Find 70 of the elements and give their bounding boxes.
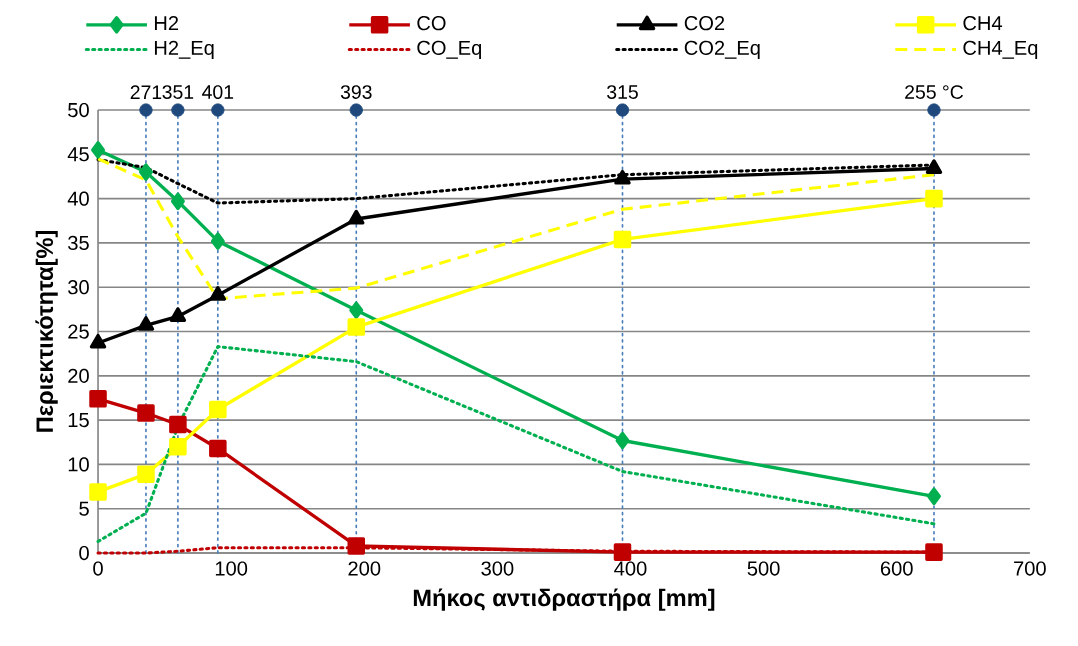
legend-label: CO_Eq [417,40,482,59]
y-tick-label: 50 [68,102,89,118]
x-tick-label: 200 [348,561,381,576]
point [137,404,155,422]
point [210,232,225,250]
point [89,333,107,349]
annotation: 351 [162,85,194,99]
point [925,189,943,208]
point [615,431,630,450]
point [615,103,630,117]
x-tick-label: 500 [747,561,780,576]
point [169,307,187,322]
legend-label: CO2_Eq [684,40,760,59]
point [613,230,632,249]
y-tick-label: 35 [68,235,89,251]
x-axis-title: Μήκος αντιδραστήρα [mm] [413,588,715,611]
point [211,103,225,117]
legend-label: H2 [154,16,179,31]
point [139,103,153,117]
y-tick-label: 5 [79,501,89,516]
point [347,318,366,336]
point [137,316,155,331]
point [209,400,227,419]
y-tick-label: 40 [67,191,89,206]
x-tick-label: 100 [215,561,248,576]
x-tick-label: 0 [93,561,103,576]
y-tick-label: 10 [68,457,89,472]
y-tick-label: 15 [68,413,89,428]
point [138,163,153,181]
point [209,439,227,458]
point [925,543,943,561]
x-tick-label: 300 [481,561,514,576]
y-tick-label: 25 [68,324,89,339]
y-axis-title: Περιεκτικότητα[%] [35,230,58,432]
x-tick-label: 700 [1014,561,1046,576]
point [614,169,631,185]
y-tick-label: 0 [79,545,89,561]
point [347,537,366,555]
x-tick-label: 400 [614,561,647,576]
legend-label: CO2 [684,16,725,31]
y-tick-label: 30 [68,280,89,295]
point [171,103,185,117]
point [926,487,941,506]
point [348,209,365,225]
point [91,141,106,159]
point [170,192,185,211]
point [613,543,632,561]
point [169,415,187,434]
y-tick-label: 20 [68,368,89,383]
annotation: 393 [340,85,372,99]
annotation: 315 [607,85,638,99]
annotation: 255 °C [905,85,964,99]
line-series [96,345,936,544]
annotation: 401 [202,85,234,99]
x-tick-label: 600 [880,561,913,576]
y-tick-label: 45 [67,147,89,162]
legend-label: CH4 [963,16,1003,31]
point [349,103,363,117]
point [169,437,187,456]
point [927,103,941,117]
legend-label: CO [417,16,446,31]
point [925,159,943,174]
point [89,390,107,408]
point [349,301,364,320]
annotation: 271 [130,85,162,99]
point [209,285,227,301]
point [89,483,107,501]
legend-label: CH4_Eq [963,40,1038,59]
legend-label: H2_Eq [154,40,214,59]
point [137,465,155,483]
